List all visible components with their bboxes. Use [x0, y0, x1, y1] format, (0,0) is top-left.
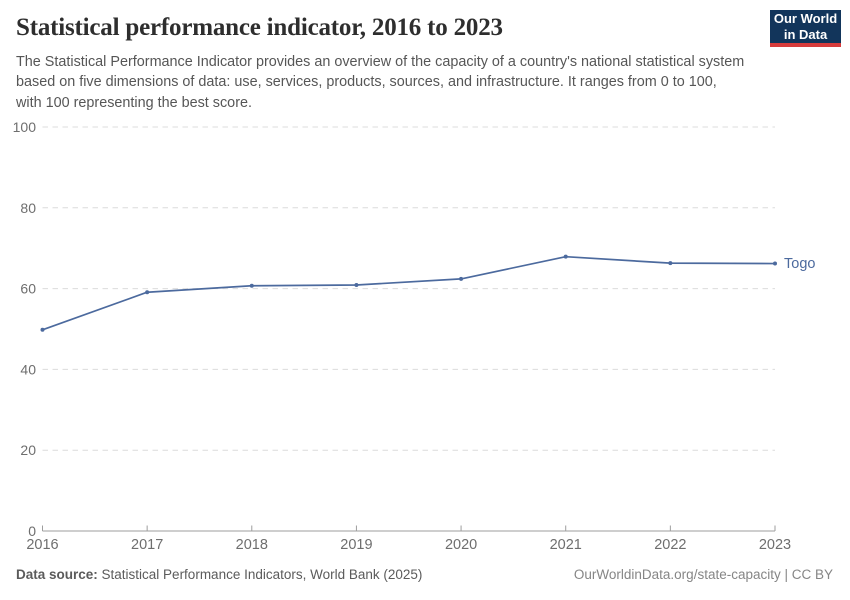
x-tick-label: 2021 — [550, 537, 582, 553]
x-tick-label: 2019 — [340, 537, 372, 553]
x-tick-label: 2020 — [445, 537, 477, 553]
data-point-2016[interactable] — [40, 327, 45, 332]
data-source-text: Statistical Performance Indicators, Worl… — [97, 567, 423, 582]
owid-logo-line1: Our World — [773, 10, 838, 26]
y-tick-label: 60 — [20, 281, 36, 297]
data-point-2019[interactable] — [354, 282, 359, 287]
data-source-note: Data source: Statistical Performance Ind… — [16, 567, 422, 582]
y-tick-label: 20 — [20, 442, 36, 458]
data-point-2023[interactable] — [773, 261, 777, 266]
page-title: Statistical performance indicator, 2016 … — [16, 14, 503, 41]
y-tick-label: 80 — [20, 200, 36, 216]
data-point-2017[interactable] — [145, 290, 150, 295]
chart-footer: Data source: Statistical Performance Ind… — [16, 567, 833, 582]
owid-logo-line2: in Data — [783, 26, 828, 42]
chart-subtitle: The Statistical Performance Indicator pr… — [16, 54, 745, 111]
data-point-2018[interactable] — [249, 283, 254, 288]
y-tick-label: 0 — [28, 523, 36, 539]
data-source-label: Data source: — [16, 567, 98, 582]
series-end-label[interactable]: Togo — [784, 256, 815, 272]
footer-citation-link[interactable]: OurWorldinData.org/state-capacity | CC B… — [573, 567, 833, 582]
y-tick-label: 100 — [13, 119, 37, 135]
owid-logo: Our World in Data — [770, 10, 841, 47]
x-tick-label: 2023 — [759, 537, 791, 553]
x-tick-label: 2018 — [236, 537, 268, 553]
data-point-2020[interactable] — [459, 276, 464, 281]
data-point-2022[interactable] — [668, 261, 673, 266]
data-point-2021[interactable] — [563, 254, 568, 259]
x-tick-label: 2017 — [131, 537, 163, 553]
series-line-togo[interactable] — [42, 255, 776, 331]
x-tick-label: 2022 — [654, 537, 686, 553]
y-tick-label: 40 — [20, 361, 36, 377]
x-tick-label: 2016 — [26, 537, 58, 553]
